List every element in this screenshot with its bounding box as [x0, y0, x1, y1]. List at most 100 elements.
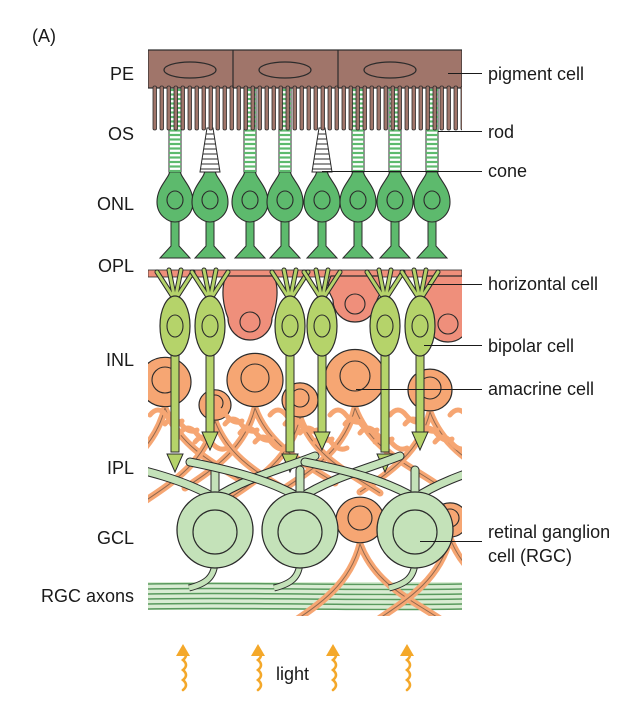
label-retinal-ganglion: retinal ganglion	[488, 522, 611, 542]
photoreceptor-synaptic-terminal	[378, 219, 412, 259]
bipolar-dendrite	[270, 268, 310, 302]
ganglion-cell-body	[176, 491, 254, 569]
bipolar-nucleus	[313, 314, 331, 338]
pigment-microvillus	[159, 85, 164, 131]
photoreceptor-cell-body	[266, 169, 304, 223]
pigment-microvillus	[397, 85, 402, 131]
horizontal-cell-body	[222, 275, 278, 341]
ganglion-cell-body	[261, 491, 339, 569]
ganglion-cell-body	[376, 491, 454, 569]
pigment-microvillus	[411, 85, 416, 131]
ganglion-nucleus	[392, 509, 438, 555]
pigment-microvillus	[257, 85, 262, 131]
pigment-microvillus	[152, 85, 157, 131]
pigment-microvillus	[327, 85, 332, 131]
bipolar-terminal	[166, 453, 184, 474]
pigment-epithelium-band	[148, 49, 462, 89]
pigment-microvillus	[404, 85, 409, 131]
pigment-microvillus	[250, 85, 255, 131]
amacrine-cell-body	[407, 368, 453, 412]
amacrine-nucleus	[347, 505, 373, 531]
pigment-microvillus	[215, 85, 220, 131]
photoreceptor-synaptic-terminal	[233, 219, 267, 259]
pigment-microvillus	[369, 85, 374, 131]
bipolar-axon	[170, 339, 180, 453]
bipolar-axon	[380, 339, 390, 453]
photoreceptor-cell-body	[376, 169, 414, 223]
bipolar-dendrite	[155, 268, 195, 302]
pigment-microvillus	[446, 85, 451, 131]
amacrine-cell-body	[324, 348, 386, 408]
light-arrow-head	[326, 644, 340, 656]
bipolar-dendrite	[302, 268, 342, 302]
amacrine-plexus	[447, 407, 462, 418]
bipolar-axon	[285, 339, 295, 453]
pigment-cell-nucleus	[363, 61, 417, 79]
amacrine-plexus	[432, 434, 462, 452]
photoreceptor-cell-body	[339, 169, 377, 223]
pigment-microvillus	[355, 85, 360, 131]
pigment-microvillus	[362, 85, 367, 131]
horizontal-cell-nucleus	[344, 293, 366, 315]
layer-label-opl: OPL	[97, 256, 134, 276]
rgc-axon-fiber	[148, 597, 462, 601]
pigment-microvillus	[222, 85, 227, 131]
cone-outer-segment	[311, 127, 333, 173]
pigment-microvillus	[306, 85, 311, 131]
pigment-microvillus	[313, 85, 318, 131]
photoreceptor-cell-body	[231, 169, 269, 223]
bipolar-terminal	[201, 431, 219, 452]
photoreceptor-cell-body	[156, 169, 194, 223]
bipolar-dendrite	[400, 268, 440, 302]
amacrine-plexus	[252, 434, 290, 452]
bipolar-cell-body	[369, 295, 401, 357]
pigment-microvillus	[285, 85, 290, 131]
cone-outer-segment	[199, 127, 221, 173]
pigment-microvillus	[180, 85, 185, 131]
layer-label-pe: PE	[109, 64, 134, 84]
pigment-microvillus	[278, 85, 283, 131]
photoreceptor-nucleus	[166, 190, 184, 210]
amacrine-process-outline	[184, 407, 336, 489]
pigment-microvillus	[194, 85, 199, 131]
pigment-microvillus	[320, 85, 325, 131]
amacrine-cell-body	[148, 356, 192, 408]
ganglion-nucleus	[277, 509, 323, 555]
amacrine-nucleus	[339, 360, 371, 392]
pigment-microvillus	[376, 85, 381, 131]
pigment-microvillus	[390, 85, 395, 131]
pigment-microvillus	[229, 85, 234, 131]
bipolar-dendrite	[190, 268, 230, 302]
light-arrow-wave	[180, 648, 188, 692]
leader-cone	[322, 171, 482, 172]
pigment-microvillus	[425, 85, 430, 131]
amacrine-nucleus	[240, 363, 270, 393]
pigment-microvillus	[292, 85, 297, 131]
photoreceptor-synaptic-terminal	[415, 219, 449, 259]
label-bipolar-cell: bipolar cell	[488, 336, 575, 356]
amacrine-plexus	[465, 419, 497, 431]
photoreceptor-nucleus	[276, 190, 294, 210]
photoreceptor-nucleus	[201, 190, 219, 210]
bipolar-cell-body	[274, 295, 306, 357]
pigment-microvillus	[166, 85, 171, 131]
amacrine-plexus	[372, 434, 410, 452]
label-amacrine-cell: amacrine cell	[488, 379, 595, 399]
pigment-microvillus	[453, 85, 458, 131]
pigment-microvillus	[341, 85, 346, 131]
photoreceptor-synaptic-terminal	[158, 219, 192, 259]
bipolar-dendrite	[365, 268, 405, 302]
pigment-microvillus	[439, 85, 444, 131]
light-arrow-wave	[330, 648, 338, 692]
photoreceptor-nucleus	[423, 190, 441, 210]
pigment-microvillus	[201, 85, 206, 131]
layer-label-rgc-axons: RGC axons	[40, 586, 134, 606]
bipolar-cell-body	[159, 295, 191, 357]
light-arrow-wave	[404, 648, 412, 692]
amacrine-cell-body	[335, 496, 385, 544]
pigment-microvillus	[299, 85, 304, 131]
light-label: light	[276, 664, 310, 684]
bipolar-nucleus	[201, 314, 219, 338]
